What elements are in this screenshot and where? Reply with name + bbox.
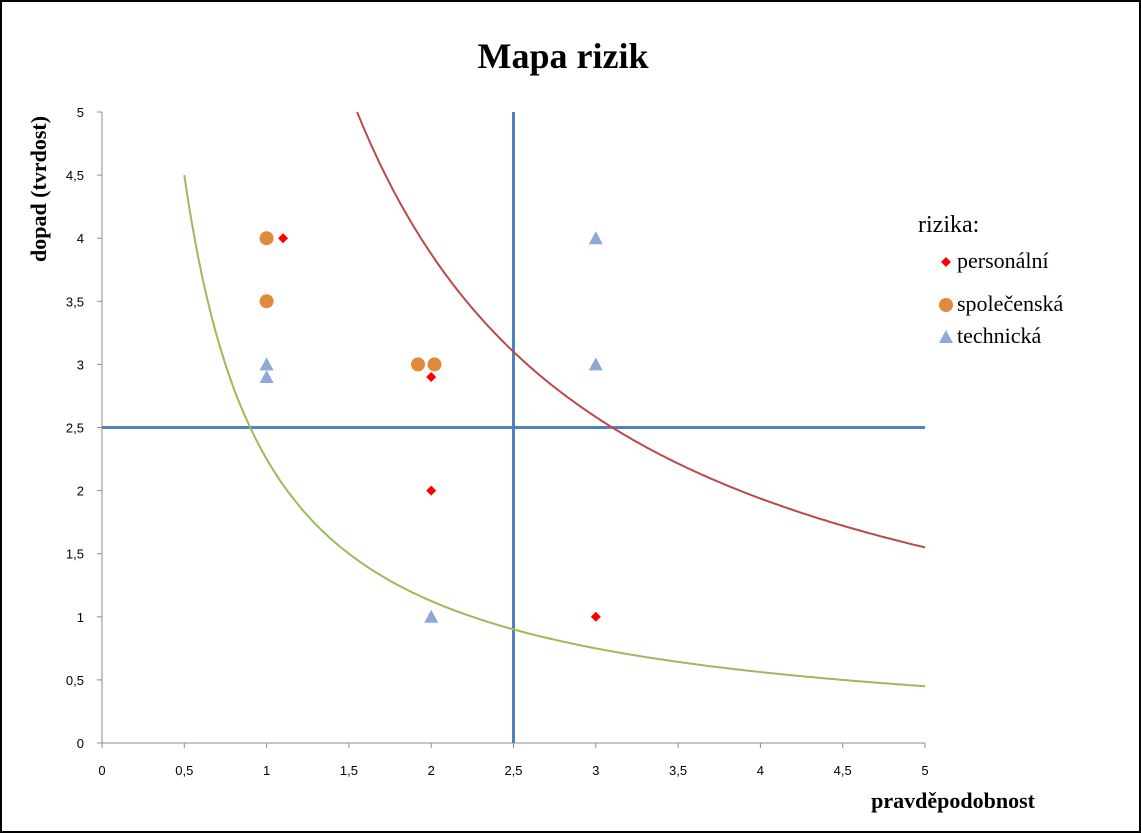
data-point-triangle <box>259 357 274 371</box>
legend: rizika: personální společenská technická <box>918 212 1064 348</box>
x-tick-label: 1 <box>263 763 270 778</box>
legend-label: technická <box>957 323 1042 348</box>
data-point-circle <box>427 357 442 372</box>
y-axis-label: dopad (tvrdost) <box>26 116 51 262</box>
y-tick-label: 3,5 <box>66 294 84 309</box>
legend-marker-circle <box>939 298 953 312</box>
y-tick-label: 4,5 <box>66 168 84 183</box>
x-axis-label: pravděpodobnost <box>871 788 1036 813</box>
x-tick-label: 0,5 <box>175 763 193 778</box>
data-point-circle <box>259 231 274 246</box>
y-tick-label: 2 <box>77 484 84 499</box>
x-tick-label: 4 <box>757 763 764 778</box>
chart-title: Mapa rizik <box>478 36 649 76</box>
data-point-diamond <box>426 485 437 496</box>
y-tick-label: 2,5 <box>66 421 84 436</box>
legend-marker-triangle <box>939 330 953 343</box>
x-tick-label: 1,5 <box>340 763 358 778</box>
data-point-diamond <box>590 611 601 622</box>
legend-label: personální <box>957 248 1049 273</box>
data-point-diamond <box>426 372 437 383</box>
plot-area: 0 0,5 1 1,5 2 2,5 3 3,5 4 4,5 5 0 0,5 1 1,5 2 2,5 3 3,5 4 4,… <box>66 105 929 778</box>
x-tick-label: 3 <box>592 763 599 778</box>
x-tick-label: 2 <box>428 763 435 778</box>
legend-title: rizika: <box>918 212 979 238</box>
data-point-circle <box>411 357 426 372</box>
y-tick-label: 0,5 <box>66 673 84 688</box>
x-tick-label: 4,5 <box>834 763 852 778</box>
y-tick-label: 5 <box>77 105 84 120</box>
y-tick-label: 1 <box>77 610 84 625</box>
x-tick-label: 3,5 <box>669 763 687 778</box>
legend-label: společenská <box>957 291 1064 316</box>
y-tick-label: 4 <box>77 231 84 246</box>
data-point-triangle <box>424 609 439 623</box>
y-tick-label: 0 <box>77 736 84 751</box>
x-tick-label: 5 <box>921 763 928 778</box>
data-point-diamond <box>278 233 289 244</box>
y-tick-label: 3 <box>77 357 84 372</box>
y-tick-label: 1,5 <box>66 547 84 562</box>
risk-curve-2 <box>183 174 926 688</box>
data-point-triangle <box>588 231 603 245</box>
x-tick-label: 0 <box>98 763 105 778</box>
x-tick-label: 2,5 <box>504 763 522 778</box>
data-point-triangle <box>259 370 274 384</box>
data-point-circle <box>259 294 274 309</box>
legend-marker-diamond <box>941 257 951 267</box>
risk-curve-1 <box>356 111 926 549</box>
data-point-triangle <box>588 357 603 371</box>
